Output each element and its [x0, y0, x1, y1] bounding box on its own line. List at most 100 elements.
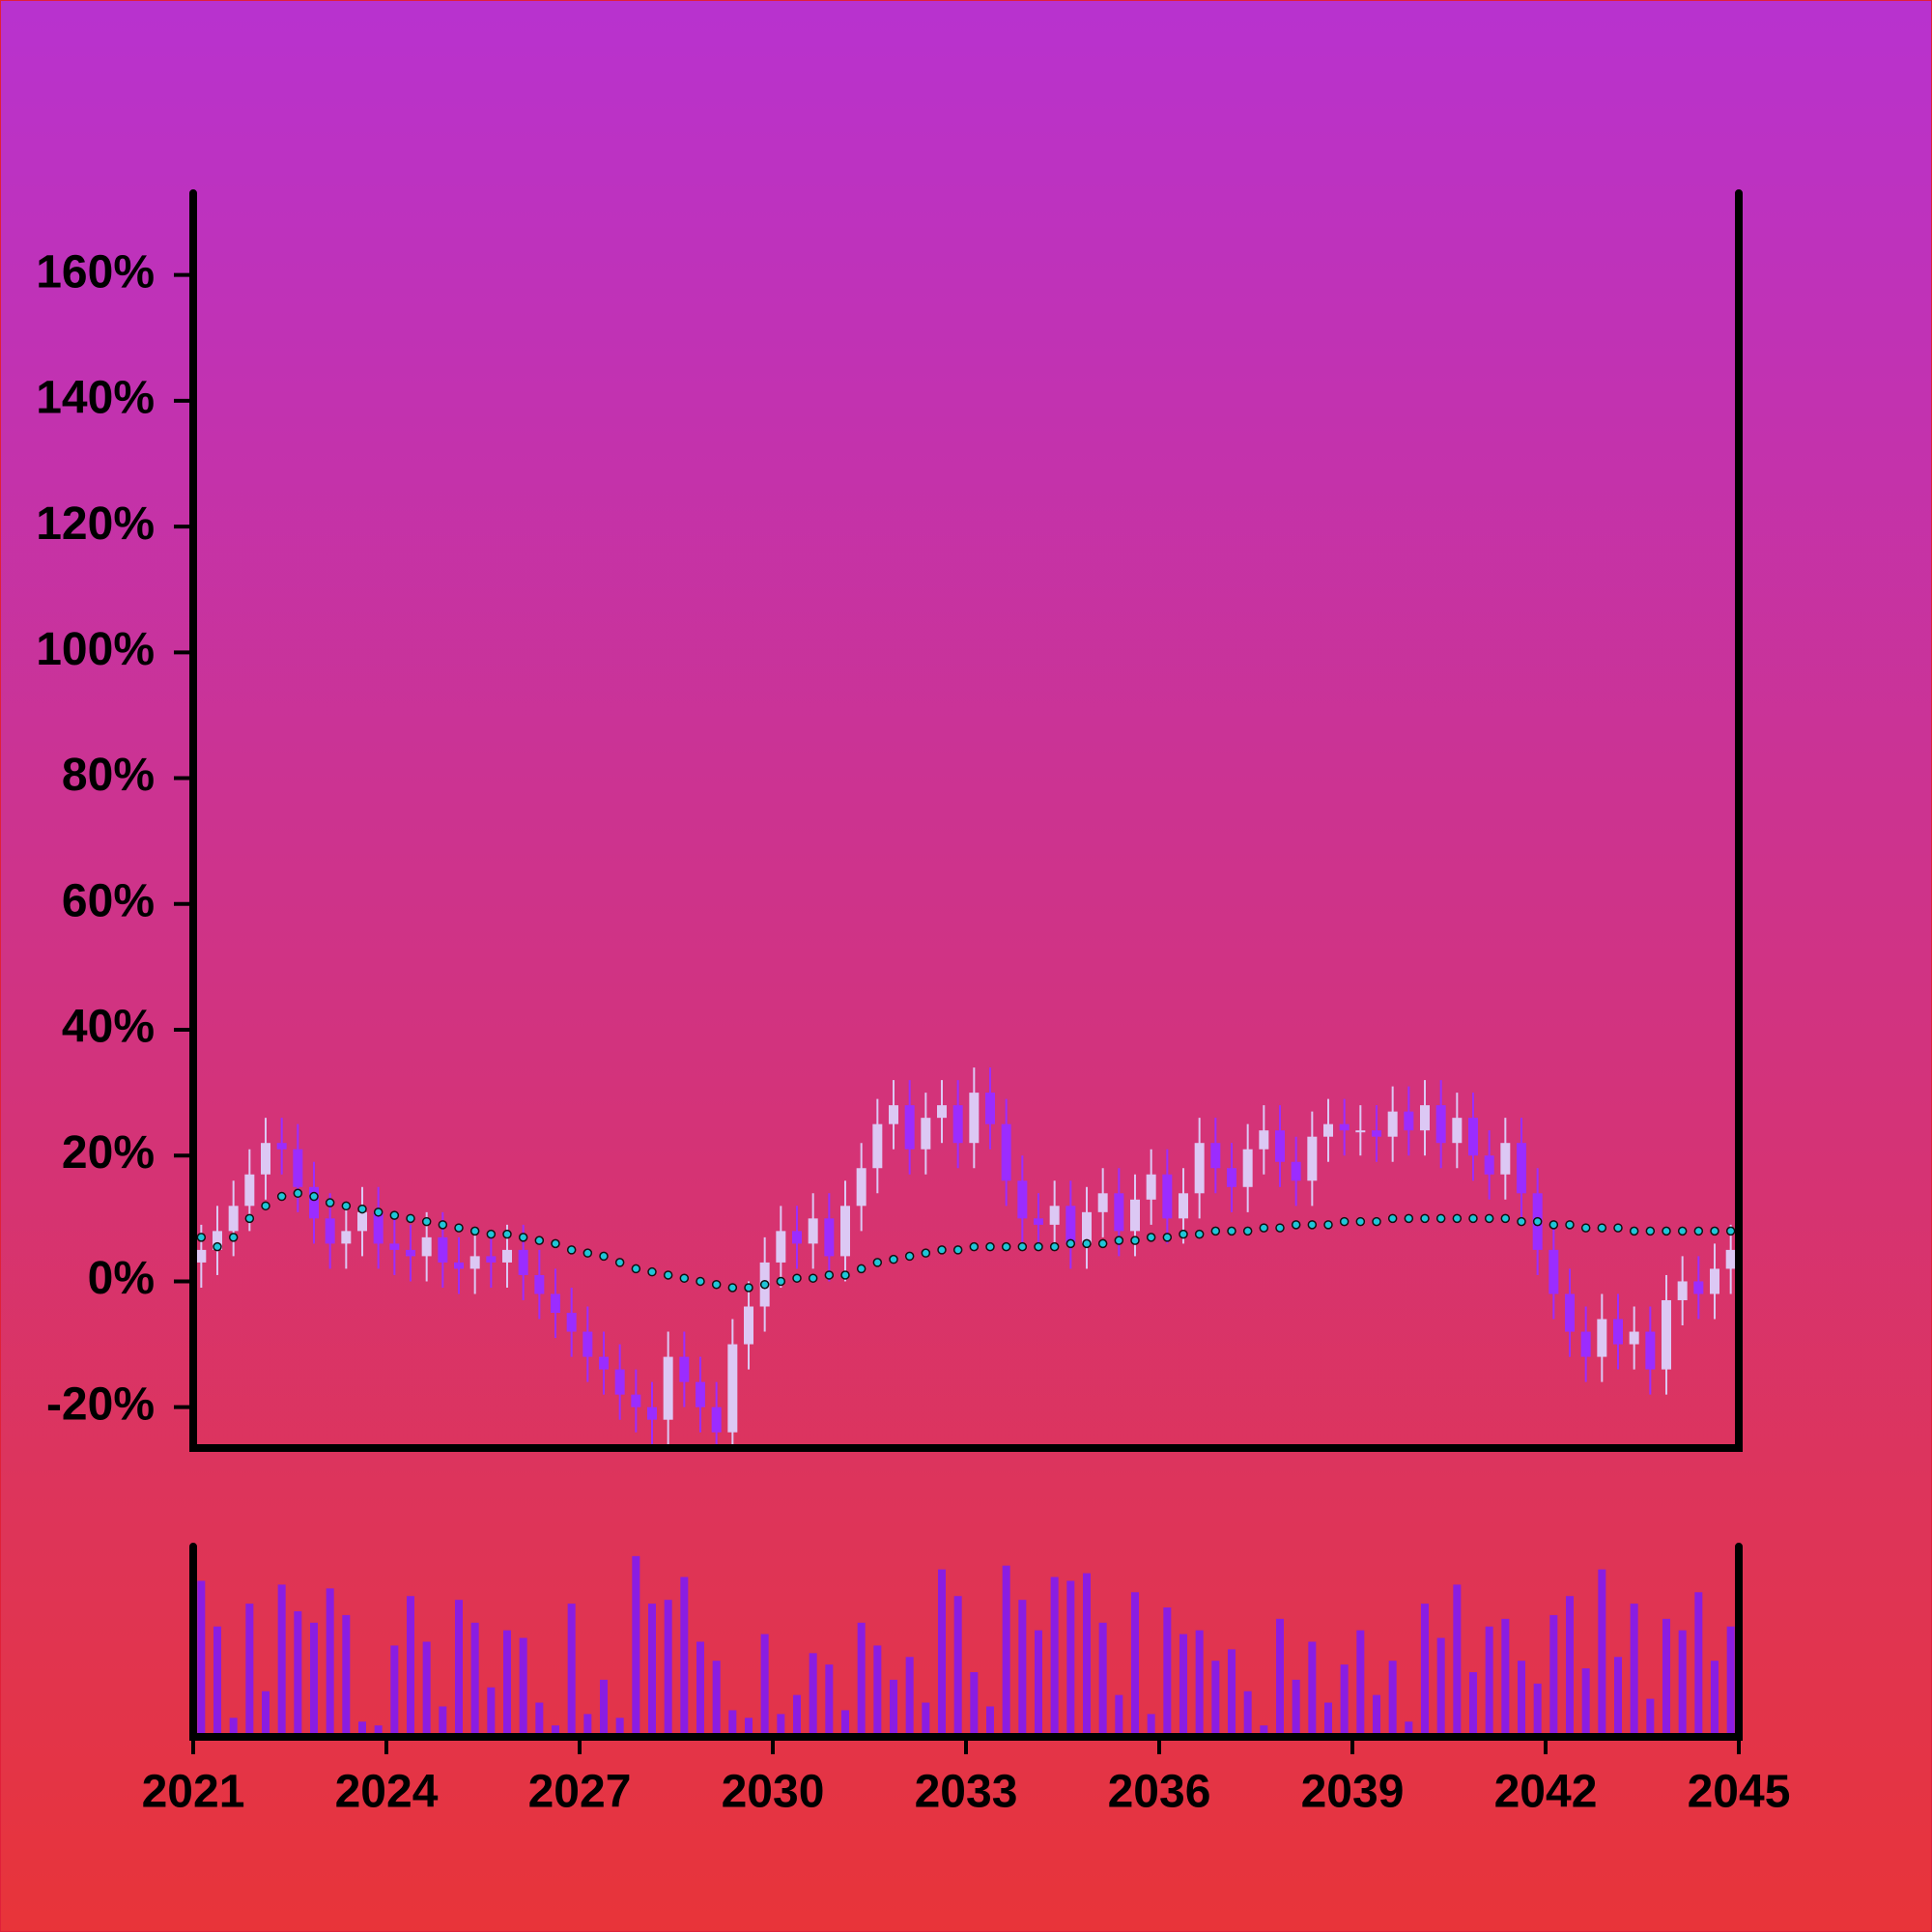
moving-average-point — [502, 1229, 512, 1239]
volume-bar — [1276, 1618, 1284, 1737]
y-tick-label: 100% — [36, 624, 155, 675]
candle-body — [421, 1236, 432, 1257]
moving-average-point — [631, 1264, 641, 1274]
candle-body — [502, 1249, 512, 1263]
x-tick-label: 2036 — [1108, 1767, 1211, 1818]
volume-bar — [1373, 1694, 1380, 1737]
candle-body — [1372, 1130, 1381, 1137]
candle-body — [808, 1218, 818, 1244]
candle-body — [1580, 1331, 1591, 1357]
moving-average-point — [1065, 1238, 1076, 1249]
moving-average-point — [1662, 1226, 1671, 1236]
volume-bar — [745, 1718, 753, 1737]
volume-bar — [1083, 1573, 1091, 1737]
candle-body — [824, 1218, 835, 1257]
volume-bar — [1356, 1630, 1365, 1737]
candle-body — [518, 1249, 528, 1275]
volume-bar — [390, 1645, 399, 1737]
candle-body — [727, 1344, 738, 1433]
y-tick-label: 120% — [36, 498, 155, 550]
moving-average-point — [341, 1201, 352, 1211]
moving-average-point — [921, 1248, 931, 1258]
volume-bar — [1469, 1672, 1477, 1737]
volume-bar — [857, 1622, 866, 1737]
moving-average-point — [663, 1270, 673, 1280]
candle-body — [776, 1231, 786, 1263]
candle-body — [1114, 1193, 1124, 1232]
volume-bar — [1115, 1694, 1123, 1737]
moving-average-point — [213, 1241, 222, 1252]
candle-body — [1017, 1180, 1028, 1219]
moving-average-point — [373, 1208, 384, 1217]
volume-bar — [1501, 1618, 1510, 1737]
moving-average-point — [196, 1233, 207, 1242]
volume-bar — [422, 1641, 431, 1737]
volume-bar — [873, 1645, 882, 1737]
moving-average-point — [1210, 1226, 1221, 1236]
volume-bar — [680, 1577, 689, 1737]
volume-bar — [632, 1555, 640, 1737]
moving-average-point — [309, 1191, 319, 1202]
moving-average-point — [1435, 1213, 1446, 1224]
candle-body — [1259, 1130, 1269, 1150]
volume-bar — [519, 1637, 527, 1737]
moving-average-point — [438, 1220, 448, 1230]
moving-average-point — [486, 1229, 497, 1239]
volume-bar — [1292, 1679, 1300, 1737]
moving-average-point — [808, 1273, 818, 1283]
moving-average-point — [711, 1279, 722, 1290]
y-tick-label: 60% — [62, 875, 155, 926]
candle-body — [663, 1356, 673, 1420]
moving-average-point — [727, 1283, 738, 1293]
candle-body — [696, 1381, 705, 1407]
moving-average-point — [1017, 1241, 1028, 1252]
candle-body — [196, 1249, 207, 1263]
volume-bar — [1421, 1604, 1429, 1737]
y-tick-label: 160% — [36, 246, 155, 298]
moving-average-point — [1677, 1226, 1688, 1236]
candle-body — [438, 1236, 448, 1263]
volume-bar — [938, 1569, 946, 1737]
moving-average-point — [985, 1241, 995, 1252]
volume-bar — [470, 1622, 479, 1737]
moving-average-point — [840, 1270, 850, 1280]
volume-bar — [245, 1604, 254, 1737]
candle-body — [309, 1186, 319, 1219]
candles — [196, 1067, 1736, 1448]
moving-average-point — [534, 1236, 545, 1245]
volume-bar — [1228, 1649, 1236, 1737]
x-tick-label: 2021 — [142, 1767, 245, 1818]
candle-body — [1194, 1143, 1205, 1194]
x-tick-label: 2024 — [335, 1767, 439, 1818]
moving-average-point — [1710, 1226, 1719, 1236]
volume-bar — [890, 1679, 897, 1737]
candle-body — [792, 1231, 802, 1244]
candle-body — [1387, 1111, 1398, 1137]
moving-average-point — [1484, 1213, 1494, 1224]
volume-bar — [374, 1725, 383, 1737]
candle-body — [1001, 1123, 1011, 1181]
candle-body — [244, 1174, 255, 1207]
candle-body — [1146, 1174, 1156, 1200]
candle-body — [1275, 1130, 1285, 1162]
volume-bar — [600, 1679, 608, 1737]
moving-average-point — [1323, 1220, 1333, 1230]
moving-average-point — [582, 1248, 593, 1258]
candle-body — [1210, 1143, 1221, 1169]
volume-bar — [728, 1710, 737, 1737]
volume-bar — [1324, 1702, 1332, 1737]
moving-average-point — [261, 1201, 270, 1211]
candle-body — [711, 1406, 722, 1433]
volume-bar — [1340, 1664, 1349, 1737]
candle-body — [679, 1356, 690, 1382]
moving-average-point — [1725, 1226, 1736, 1236]
moving-average-point — [454, 1223, 464, 1233]
moving-average-point — [937, 1245, 947, 1255]
volume-bar — [905, 1657, 914, 1737]
volume-bar — [1131, 1592, 1139, 1737]
candle-body — [582, 1331, 593, 1357]
moving-average-point — [744, 1283, 753, 1293]
candle-body — [454, 1262, 464, 1269]
candle-body — [406, 1249, 415, 1257]
volume-bar — [1630, 1604, 1638, 1737]
